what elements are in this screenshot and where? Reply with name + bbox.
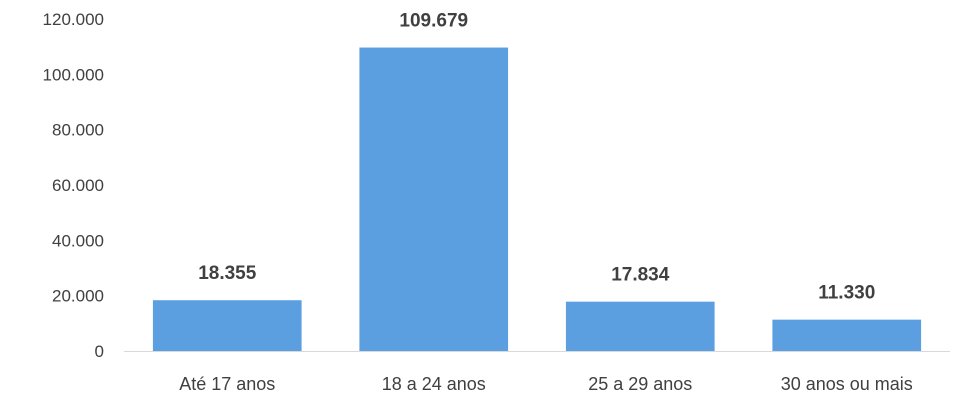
y-tick-label: 20.000	[52, 287, 104, 306]
data-label: 11.330	[818, 283, 875, 304]
bar	[772, 319, 922, 351]
data-label: 109.679	[399, 11, 468, 32]
bar	[359, 47, 509, 351]
y-tick-label: 0	[95, 342, 104, 361]
y-tick-label: 60.000	[52, 176, 104, 195]
bars	[152, 47, 922, 351]
y-tick-label: 80.000	[52, 121, 104, 140]
y-axis: 0 20.000 40.000 60.000 80.000 100.000 120.000	[43, 10, 104, 361]
bar	[565, 301, 715, 351]
data-label: 17.834	[611, 265, 670, 286]
data-label: 18.355	[198, 263, 257, 284]
data-labels: 18.355 109.679 17.834 11.330	[198, 11, 875, 304]
x-tick-label: Até 17 anos	[179, 374, 275, 394]
x-tick-label: 18 a 24 anos	[382, 374, 486, 394]
x-axis: Até 17 anos 18 a 24 anos 25 a 29 anos 30 an…	[179, 374, 913, 394]
bar	[152, 300, 302, 351]
x-tick-label: 30 anos ou mais	[781, 374, 913, 394]
y-tick-label: 40.000	[52, 231, 104, 250]
y-tick-label: 100.000	[43, 65, 104, 84]
y-tick-label: 120.000	[43, 10, 104, 29]
x-tick-label: 25 a 29 anos	[588, 374, 692, 394]
